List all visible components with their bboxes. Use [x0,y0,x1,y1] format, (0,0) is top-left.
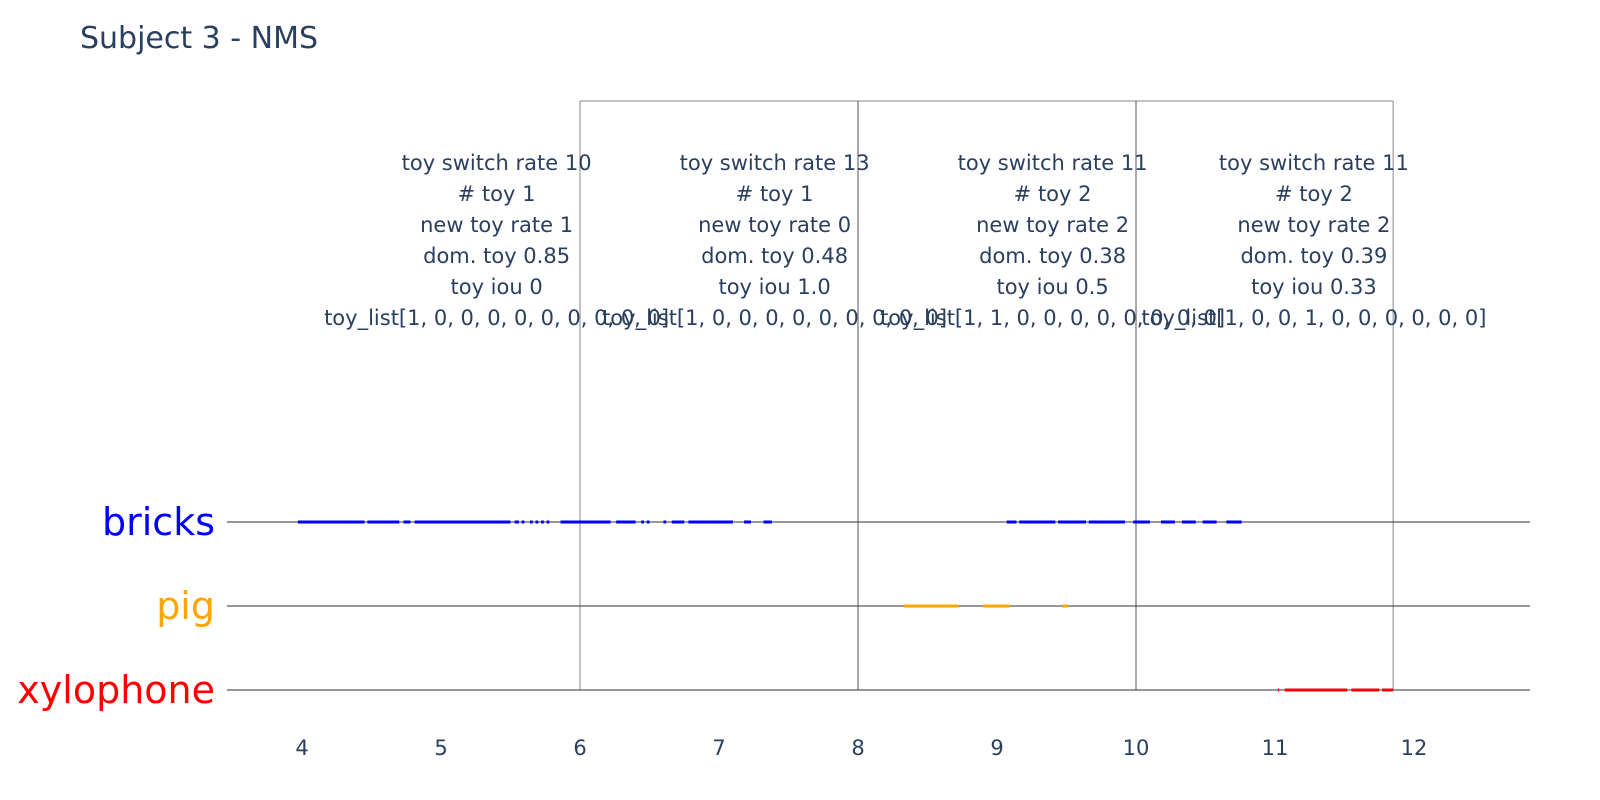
annotation-line: # toy 2 [1275,182,1353,206]
x-tick-label: 12 [1401,736,1428,760]
annotation-line: new toy rate 2 [1237,213,1390,237]
category-label-pig: pig [156,584,215,628]
annotation-line: dom. toy 0.48 [701,244,848,268]
x-tick-label: 11 [1262,736,1289,760]
annotation-line: toy switch rate 10 [402,151,592,175]
window-annotations: toy switch rate 10 # toy 1 new toy rate 1 d… [324,151,1486,331]
annotation-line: toy_list[1, 0, 0, 1, 0, 0, 0, 0, 0, 0] [1141,306,1486,331]
annotation-line: dom. toy 0.39 [1240,244,1387,268]
annotation-line: toy_list[1, 0, 0, 0, 0, 0, 0, 0, 0, 0] [602,306,947,331]
window-boundaries [579,100,1394,690]
activity-segments [297,520,1394,692]
annotation-line: toy_list[1, 1, 0, 0, 0, 0, 0, 0, 0, 0] [880,306,1225,331]
annotation-line: new toy rate 0 [698,213,851,237]
annotation-line: toy switch rate 13 [680,151,870,175]
x-tick-label: 8 [851,736,864,760]
window-annotation: toy switch rate 11 # toy 2 new toy rate 2 d… [1141,151,1486,331]
annotation-line: toy iou 1.0 [718,275,830,299]
chart-title: Subject 3 - NMS [80,21,318,56]
annotation-line: toy iou 0.33 [1251,275,1377,299]
annotation-line: new toy rate 1 [420,213,573,237]
x-tick-label: 9 [990,736,1003,760]
category-label-bricks: bricks [102,500,215,544]
annotation-line: toy iou 0 [450,275,542,299]
annotation-line: dom. toy 0.38 [979,244,1126,268]
x-tick-label: 10 [1123,736,1150,760]
annotation-line: # toy 1 [458,182,536,206]
annotation-line: # toy 1 [736,182,814,206]
annotation-line: toy iou 0.5 [996,275,1108,299]
category-label-xylophone: xylophone [17,668,215,712]
window-annotation: toy switch rate 13 # toy 1 new toy rate 0 d… [602,151,947,331]
annotation-line: toy switch rate 11 [1219,151,1409,175]
annotation-line: toy switch rate 11 [958,151,1148,175]
annotation-line: toy_list[1, 0, 0, 0, 0, 0, 0, 0, 0, 0] [324,306,669,331]
category-lanes: bricks pig xylophone [17,500,1530,712]
window-annotation: toy switch rate 11 # toy 2 new toy rate 2 d… [880,151,1225,331]
annotation-line: dom. toy 0.85 [423,244,570,268]
window-annotation: toy switch rate 10 # toy 1 new toy rate 1 d… [324,151,669,331]
annotation-line: new toy rate 2 [976,213,1129,237]
x-axis: 4 5 6 7 8 9 10 11 12 [295,736,1427,760]
x-tick-label: 7 [712,736,725,760]
annotation-line: # toy 2 [1014,182,1092,206]
x-tick-label: 4 [295,736,308,760]
x-tick-label: 6 [573,736,586,760]
x-tick-label: 5 [434,736,447,760]
